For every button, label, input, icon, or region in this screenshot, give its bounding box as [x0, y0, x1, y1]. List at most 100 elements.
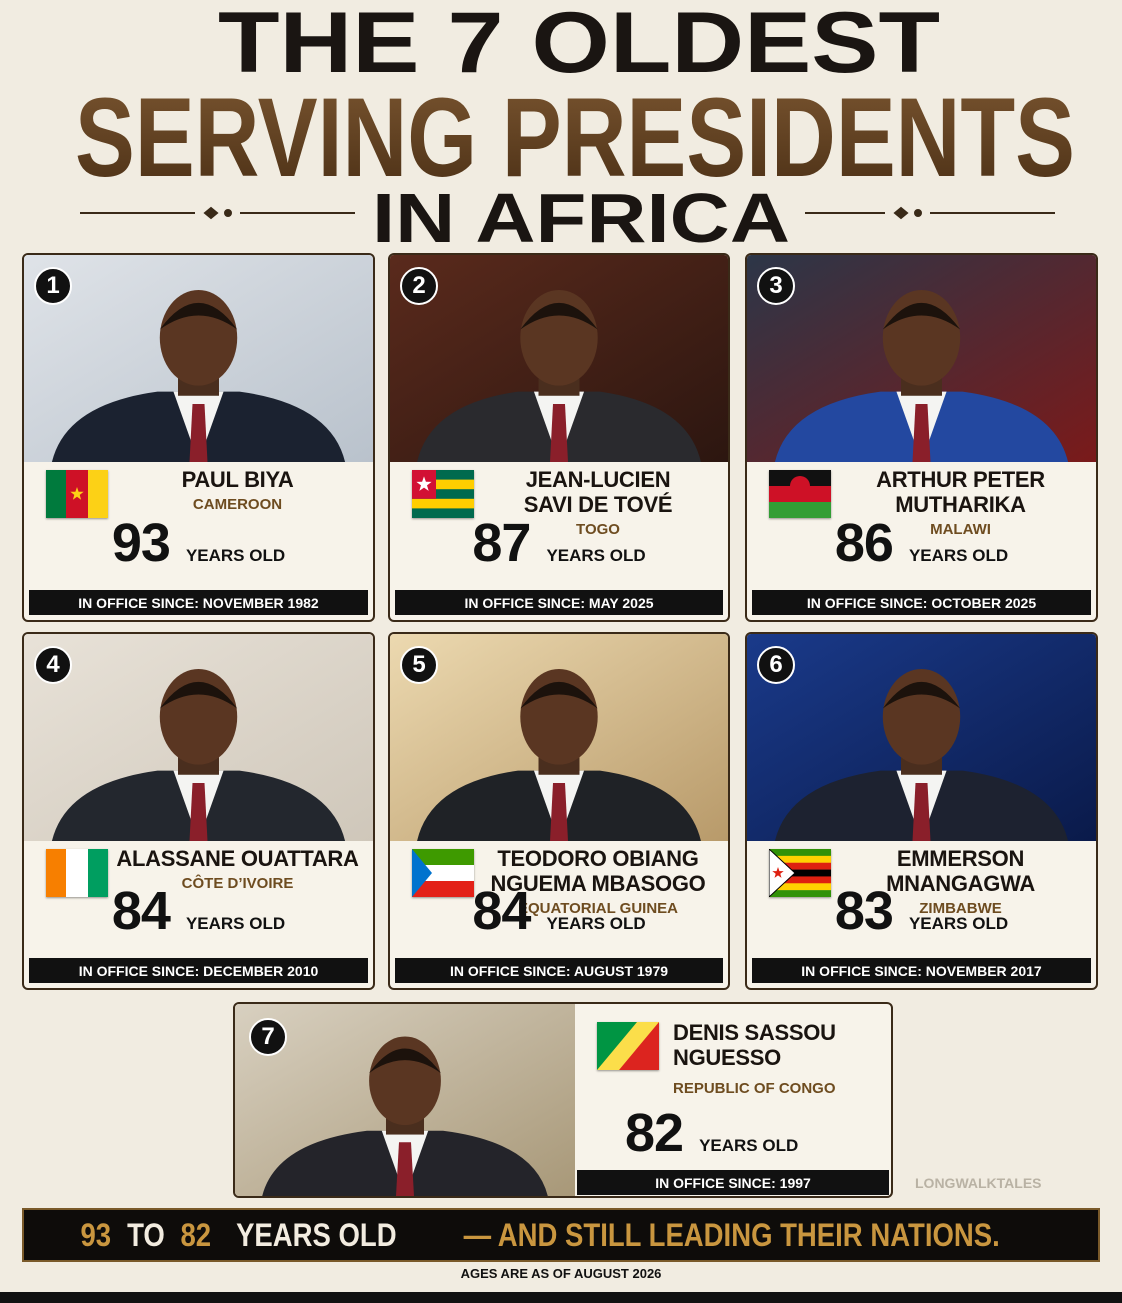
- president-card: 1 PAUL BIYA CAMEROON 93 YEARS OLD IN OFFICE S…: [22, 253, 375, 622]
- name: MNANGAGWA: [886, 871, 1035, 896]
- flag-image: [412, 470, 474, 518]
- office-bar: IN OFFICE SINCE: OCTOBER 2025: [752, 590, 1091, 615]
- age-row: 82 YEARS OLD: [625, 1102, 798, 1164]
- banner-text: TO: [127, 1216, 165, 1253]
- flag-image: [768, 847, 831, 899]
- portrait: [390, 255, 728, 462]
- flag: [597, 1022, 659, 1070]
- office-bar: IN OFFICE SINCE: 1997: [577, 1170, 889, 1195]
- age-row: 93 YEARS OLD: [24, 512, 373, 574]
- name: JEAN-LUCIEN: [525, 467, 671, 492]
- portrait: [24, 634, 373, 841]
- portrait: [235, 1004, 575, 1196]
- flag: [769, 470, 831, 518]
- flag-image: [46, 849, 108, 897]
- president-card: 7 DENIS SASSOU NGUESSO REPUBLIC OF CONGO 82 Y…: [233, 1002, 893, 1198]
- age: 93: [111, 513, 171, 573]
- age: 86: [834, 513, 894, 573]
- age-unit: YEARS OLD: [908, 546, 1009, 565]
- flag: [46, 470, 108, 518]
- name: MUTHARIKA: [895, 492, 1026, 517]
- age-row: 86 YEARS OLD: [747, 512, 1096, 574]
- name: EMMERSON: [896, 846, 1025, 871]
- age-unit: YEARS OLD: [699, 1136, 799, 1155]
- flag: [412, 470, 474, 518]
- name-block: PAUL BIYA CAMEROON: [116, 467, 359, 513]
- president-card: 3 ARTHUR PETER MUTHARIKA MALAWI 86 YEARS OLD I…: [745, 253, 1098, 622]
- age-unit: YEARS OLD: [185, 914, 286, 933]
- name: SAVI DE TOVÉ: [523, 492, 673, 517]
- age-unit: YEARS OLD: [908, 914, 1009, 933]
- portrait: [390, 634, 728, 841]
- age-row: 83 YEARS OLD: [747, 880, 1096, 942]
- age: 87: [472, 513, 531, 573]
- banner-text: 82: [180, 1216, 211, 1253]
- name-block: EMMERSON MNANGAGWA ZIMBABWE: [839, 846, 1082, 917]
- office-bar: IN OFFICE SINCE: NOVEMBER 1982: [29, 590, 368, 615]
- bottom-strip: [0, 1292, 1122, 1303]
- age: 84: [111, 881, 171, 941]
- president-card: 4 ALASSANE OUATTARA CÔTE D’IVOIRE 84 YEARS O…: [22, 632, 375, 990]
- age: 83: [834, 881, 894, 941]
- flag-image: [597, 1022, 659, 1070]
- rank-badge: 2: [400, 267, 438, 305]
- name: ARTHUR PETER: [876, 467, 1045, 492]
- footer-banner: 93 TO 82 YEARS OLD — AND STILL LEADING T…: [22, 1208, 1100, 1262]
- flag: [768, 847, 831, 899]
- age-unit: YEARS OLD: [546, 546, 646, 565]
- country: REPUBLIC OF CONGO: [673, 1080, 836, 1097]
- country: ZIMBABWE: [919, 900, 1002, 917]
- president-card: 2 JEAN-LUCIEN SAVI DE TOVÉ TOGO 87 YEARS OLD I…: [388, 253, 730, 622]
- name-block: ARTHUR PETER MUTHARIKA MALAWI: [839, 467, 1082, 538]
- president-card: 5 TEODORO OBIANG NGUEMA MBASOGO EQUATORIAL …: [388, 632, 730, 990]
- country: CÔTE D’IVOIRE: [181, 875, 294, 892]
- flag-image: [769, 470, 831, 518]
- rank-badge: 5: [400, 646, 438, 684]
- office-bar: IN OFFICE SINCE: MAY 2025: [395, 590, 723, 615]
- name: DENIS SASSOU: [673, 1020, 836, 1045]
- photo: [747, 255, 1096, 462]
- photo: [24, 255, 373, 462]
- flag-image: [412, 849, 474, 897]
- age: 82: [625, 1103, 684, 1163]
- name: NGUEMA MBASOGO: [490, 871, 706, 896]
- name: PAUL BIYA: [181, 467, 294, 492]
- photo: [235, 1004, 575, 1196]
- age-row: 84 YEARS OLD: [390, 880, 728, 942]
- photo: [390, 634, 728, 841]
- rank-badge: 3: [757, 267, 795, 305]
- name-block: JEAN-LUCIEN SAVI DE TOVÉ TOGO: [482, 467, 714, 538]
- age-row: 87 YEARS OLD: [390, 512, 728, 574]
- office-bar: IN OFFICE SINCE: NOVEMBER 2017: [752, 958, 1091, 983]
- office-bar: IN OFFICE SINCE: AUGUST 1979: [395, 958, 723, 983]
- photo: [24, 634, 373, 841]
- name-block: ALASSANE OUATTARA CÔTE D’IVOIRE: [116, 846, 359, 892]
- rank-badge: 6: [757, 646, 795, 684]
- country: CAMEROON: [192, 496, 283, 513]
- photo: [747, 634, 1096, 841]
- rank-badge: 7: [249, 1018, 287, 1056]
- banner-text: — AND STILL LEADING THEIR NATIONS.: [463, 1216, 1000, 1253]
- portrait: [24, 255, 373, 462]
- president-card: 6 EMMERSON MNANGAGWA ZIMBABWE 83 YEARS OLD IN …: [745, 632, 1098, 990]
- name: NGUESSO: [673, 1045, 781, 1070]
- title-line: SERVING PRESIDENTS: [75, 75, 1075, 200]
- ornament: [80, 206, 1055, 220]
- header: THE 7 OLDEST SERVING PRESIDENTS IN AFRIC…: [75, 0, 1075, 252]
- banner-text: YEARS OLD: [236, 1216, 398, 1253]
- title-line: THE 7 OLDEST: [218, 0, 940, 91]
- country: EQUATORIAL GUINEA: [517, 900, 678, 917]
- footnote: AGES ARE AS OF AUGUST 2026: [460, 1266, 662, 1281]
- country: MALAWI: [930, 521, 991, 538]
- flag: [412, 849, 474, 897]
- photo: [390, 255, 728, 462]
- name-block: TEODORO OBIANG NGUEMA MBASOGO EQUATORIAL G…: [482, 846, 714, 917]
- age: 84: [472, 881, 531, 941]
- office-bar: IN OFFICE SINCE: DECEMBER 2010: [29, 958, 368, 983]
- rank-badge: 4: [34, 646, 72, 684]
- name: ALASSANE OUATTARA: [116, 846, 359, 871]
- portrait: [747, 634, 1096, 841]
- age-unit: YEARS OLD: [546, 914, 646, 933]
- age-unit: YEARS OLD: [185, 546, 286, 565]
